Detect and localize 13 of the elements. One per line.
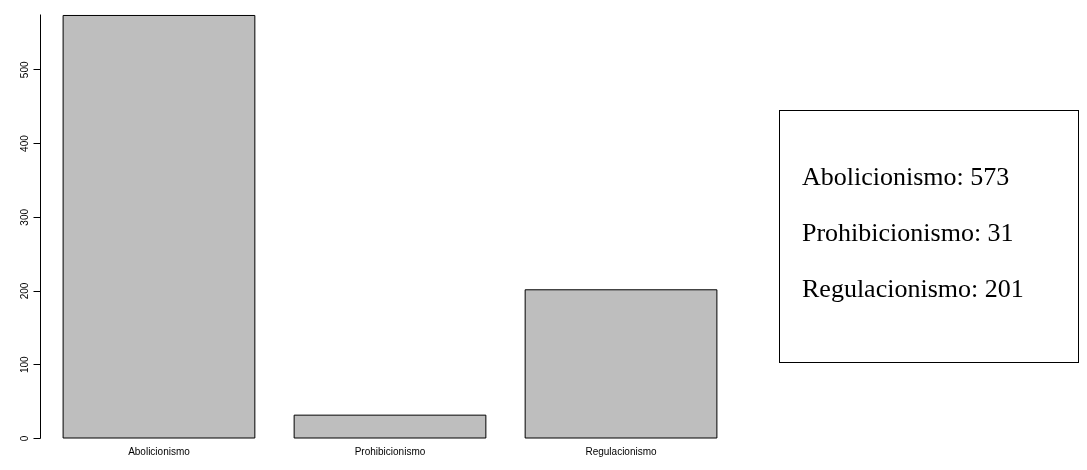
y-tick-label: 500 xyxy=(18,61,30,79)
note-box: Abolicionismo: 573 Prohibicionismo: 31 Regulacionismo: 201 xyxy=(779,110,1079,363)
y-tick-label: 400 xyxy=(18,134,30,152)
x-tick-label: Abolicionismo xyxy=(128,445,191,457)
y-tick-label: 300 xyxy=(18,208,30,226)
bar xyxy=(524,289,718,439)
x-tick-label: Prohibicionismo xyxy=(354,445,426,457)
y-tick-label: 0 xyxy=(18,435,30,442)
y-tick-label: 200 xyxy=(18,282,30,300)
bar xyxy=(293,414,487,439)
bar xyxy=(62,14,256,439)
x-tick-label: Regulacionismo xyxy=(585,445,658,457)
y-tick-label: 100 xyxy=(18,355,30,374)
